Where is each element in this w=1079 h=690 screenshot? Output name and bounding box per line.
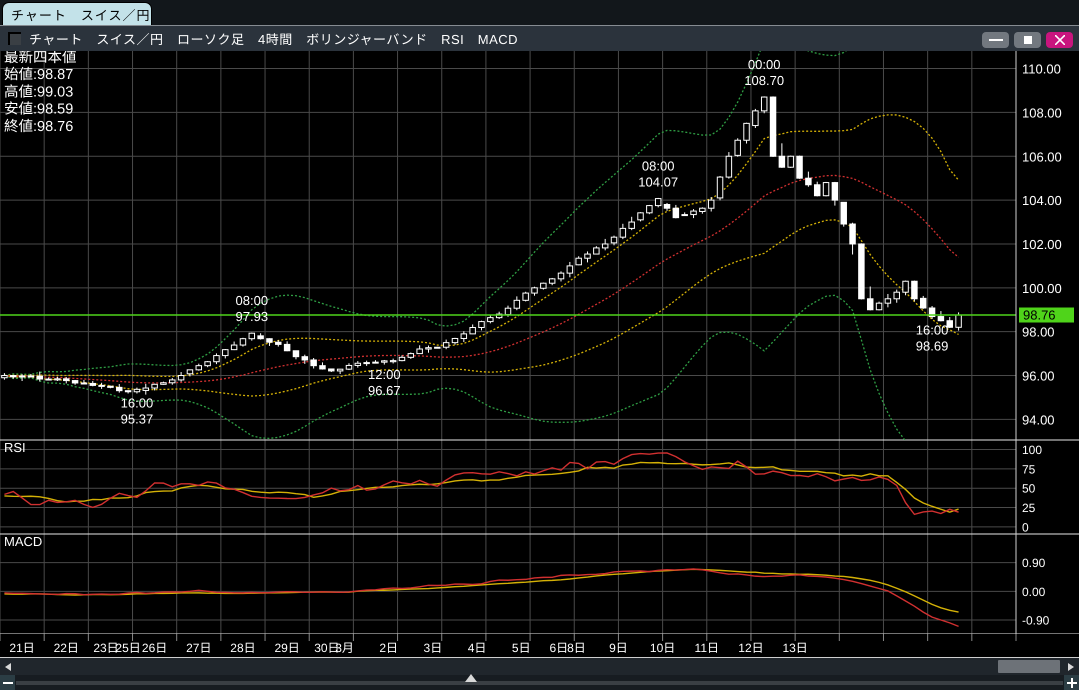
svg-text:13日: 13日 [782,641,807,655]
svg-text:27日: 27日 [186,641,211,655]
svg-text:108.00: 108.00 [1022,105,1062,120]
svg-text:高値:99.03: 高値:99.03 [4,83,73,100]
svg-text:26日: 26日 [142,641,167,655]
svg-text:21日: 21日 [9,641,34,655]
svg-text:安値:98.59: 安値:98.59 [4,101,73,118]
svg-text:10日: 10日 [650,641,675,655]
svg-text:MACD: MACD [4,534,42,549]
svg-text:22日: 22日 [54,641,79,655]
svg-text:25日: 25日 [115,641,140,655]
svg-text:00:00: 00:00 [748,57,781,72]
svg-text:95.37: 95.37 [121,411,154,426]
svg-text:2日: 2日 [379,641,398,655]
svg-text:16:00: 16:00 [916,323,949,338]
svg-text:9日: 9日 [609,641,628,655]
svg-text:0.90: 0.90 [1022,556,1046,570]
svg-text:8日: 8日 [567,641,586,655]
svg-text:08:00: 08:00 [236,293,269,308]
svg-text:3日: 3日 [424,641,443,655]
svg-text:94.00: 94.00 [1022,412,1055,427]
svg-text:最新四本値: 最新四本値 [4,51,77,66]
svg-text:5日: 5日 [512,641,531,655]
svg-text:97.93: 97.93 [236,309,269,324]
svg-text:12日: 12日 [738,641,763,655]
svg-text:100.00: 100.00 [1022,281,1062,296]
svg-text:110.00: 110.00 [1022,62,1061,77]
svg-text:-0.90: -0.90 [1022,613,1050,627]
svg-text:3月: 3月 [335,641,354,655]
svg-text:104.00: 104.00 [1022,193,1062,208]
svg-text:106.00: 106.00 [1022,149,1062,164]
svg-text:100: 100 [1022,443,1042,457]
svg-text:98.00: 98.00 [1022,325,1055,340]
svg-text:6日: 6日 [549,641,568,655]
svg-text:104.07: 104.07 [638,175,678,190]
svg-text:0.00: 0.00 [1022,585,1046,599]
svg-text:25: 25 [1022,501,1036,515]
svg-text:08:00: 08:00 [642,159,675,174]
svg-text:75: 75 [1022,462,1036,476]
svg-text:102.00: 102.00 [1022,237,1062,252]
svg-text:16:00: 16:00 [121,395,154,410]
svg-text:29日: 29日 [274,641,299,655]
svg-text:96.67: 96.67 [368,383,401,398]
svg-text:4日: 4日 [468,641,487,655]
svg-text:0: 0 [1022,520,1029,534]
svg-text:始値:98.87: 始値:98.87 [4,66,73,83]
svg-text:11日: 11日 [695,641,719,655]
svg-text:96.00: 96.00 [1022,369,1055,384]
svg-text:98.76: 98.76 [1023,308,1056,323]
svg-text:98.69: 98.69 [916,339,949,354]
svg-text:RSI: RSI [4,440,26,455]
svg-text:108.70: 108.70 [744,73,784,88]
svg-text:終値:98.76: 終値:98.76 [4,118,73,135]
svg-text:50: 50 [1022,482,1036,496]
svg-text:12:00: 12:00 [368,367,401,382]
svg-text:28日: 28日 [230,641,255,655]
